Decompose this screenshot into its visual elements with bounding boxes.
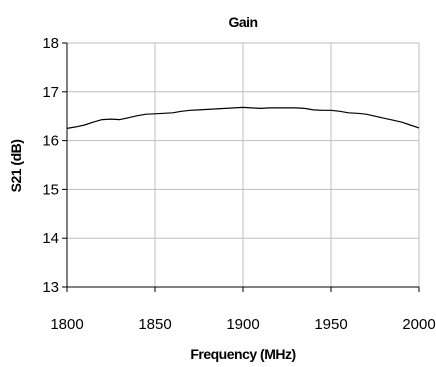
x-tick-label: 1950 (314, 316, 347, 333)
y-axis-ticks: 13 14 15 16 17 18 (42, 35, 67, 296)
x-tick-label: 1800 (50, 316, 83, 333)
y-tick-label: 18 (42, 35, 59, 52)
y-tick-label: 16 (42, 133, 59, 150)
x-tick-label: 2000 (402, 316, 435, 333)
y-tick-label: 17 (42, 84, 59, 101)
gridlines (67, 43, 419, 287)
x-axis-ticks: 1800 1850 1900 1950 2000 (50, 287, 436, 333)
y-axis-label: S21 (dB) (8, 140, 24, 193)
x-axis-label: Frequency (MHz) (190, 346, 295, 362)
chart-title: Gain (228, 14, 257, 30)
x-tick-label: 1900 (226, 316, 259, 333)
gain-line (66, 106, 420, 129)
y-tick-label: 13 (42, 279, 59, 296)
x-tick-label: 1850 (138, 316, 171, 333)
y-tick-label: 14 (42, 230, 59, 247)
series-group (66, 106, 420, 129)
y-tick-label: 15 (42, 181, 59, 198)
